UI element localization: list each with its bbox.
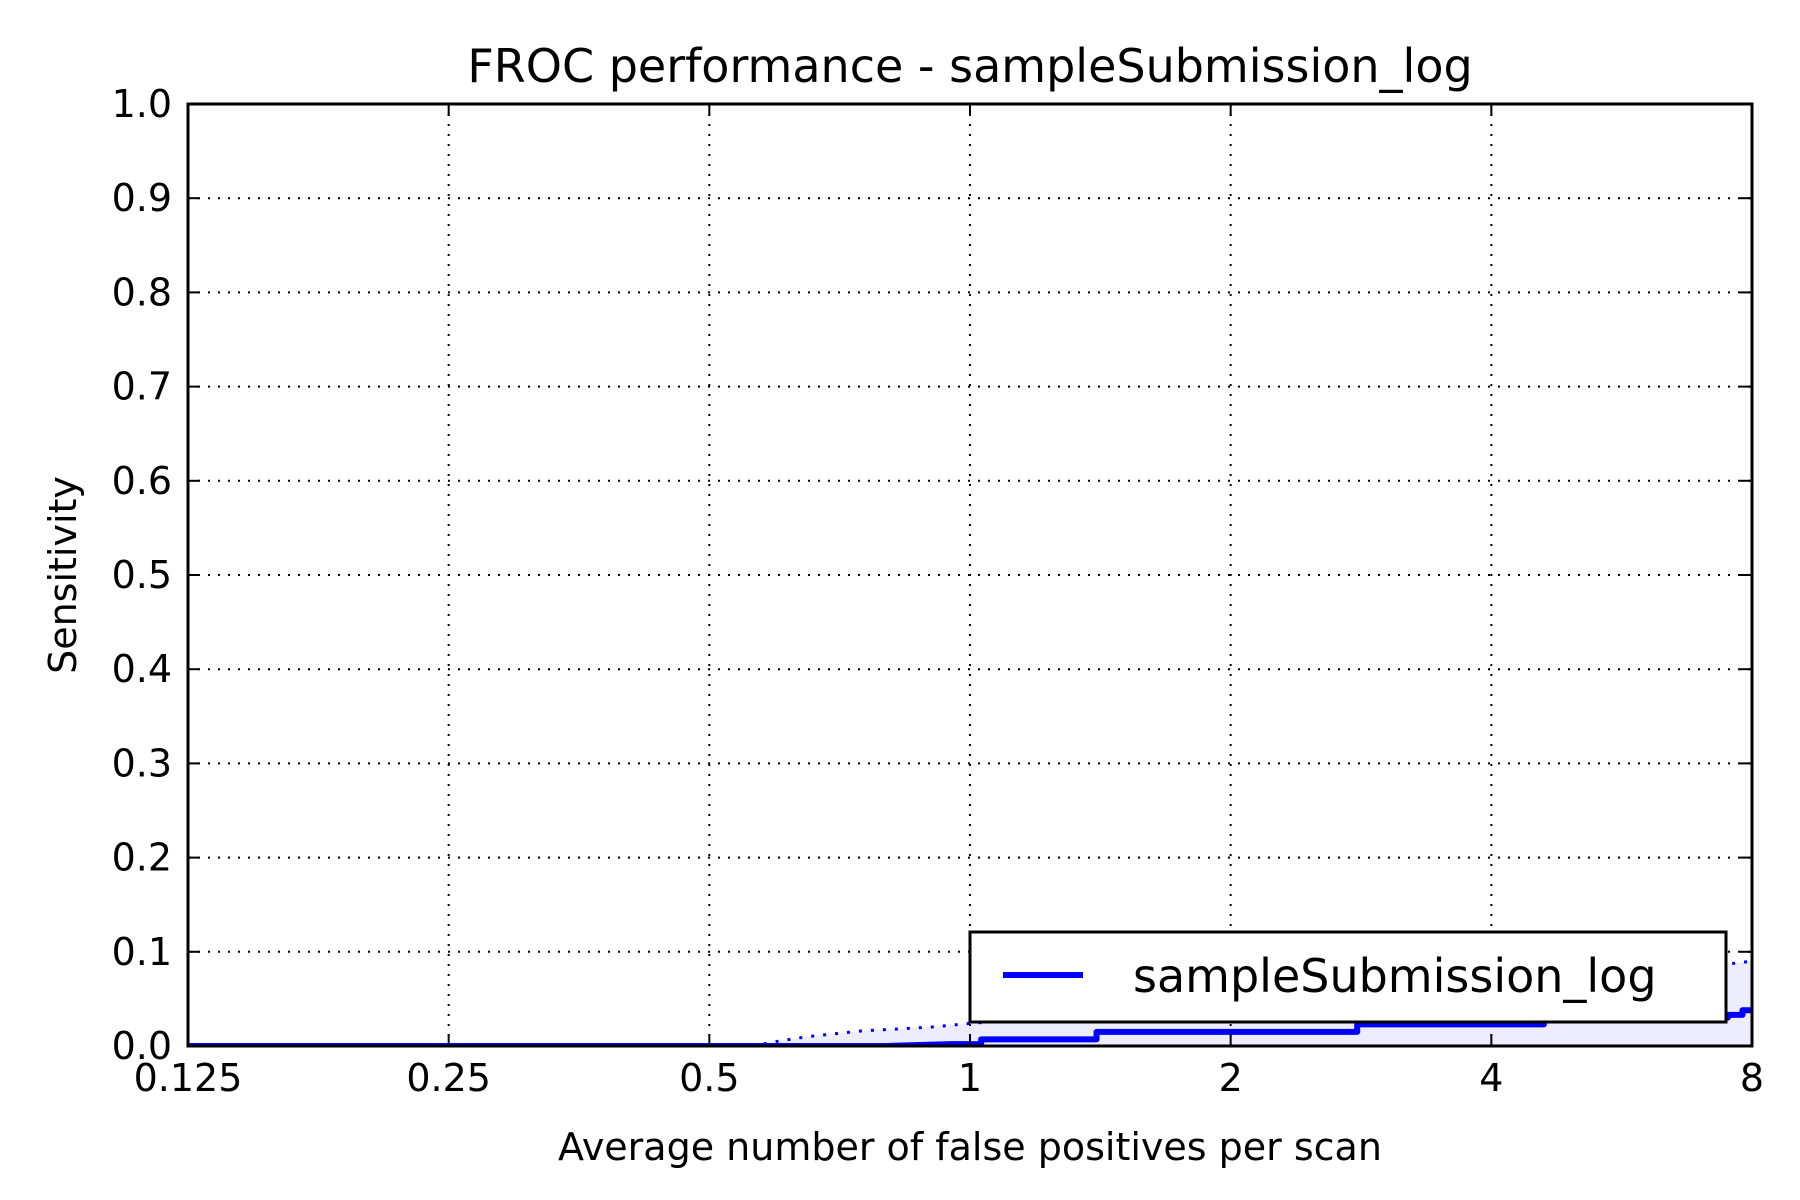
x-axis-label: Average number of false positives per sc… bbox=[558, 1125, 1382, 1169]
x-tick-label: 4 bbox=[1479, 1056, 1503, 1100]
y-tick-label: 0.6 bbox=[112, 459, 172, 503]
y-tick-label: 1.0 bbox=[112, 82, 172, 126]
y-tick-label: 0.2 bbox=[112, 836, 172, 880]
y-tick-label: 0.0 bbox=[112, 1024, 172, 1068]
x-tick-label: 0.125 bbox=[134, 1056, 243, 1100]
x-tick-label: 0.5 bbox=[679, 1056, 739, 1100]
y-axis-label: Sensitivity bbox=[41, 476, 85, 674]
y-tick-label: 0.9 bbox=[112, 176, 172, 220]
y-tick-label: 0.1 bbox=[112, 930, 172, 974]
y-tick-label: 0.4 bbox=[112, 647, 172, 691]
y-tick-label: 0.8 bbox=[112, 270, 172, 314]
legend-box bbox=[968, 930, 1728, 1024]
axis-ticks: 0.125 0.25 0.5 1 2 4 8 0.0 0.1 0.2 0.3 0.4 0.5 0.6 0.7… bbox=[112, 82, 1765, 1100]
y-tick-label: 0.7 bbox=[112, 365, 172, 409]
x-tick-label: 0.25 bbox=[406, 1056, 491, 1100]
y-tick-label: 0.3 bbox=[112, 741, 172, 785]
series-line bbox=[188, 1007, 1752, 1046]
legend-entry-label: sampleSubmission_log bbox=[1133, 949, 1657, 1003]
y-tick-label: 0.5 bbox=[112, 553, 172, 597]
legend: sampleSubmission_log bbox=[968, 930, 1728, 1024]
x-tick-label: 8 bbox=[1740, 1056, 1764, 1100]
chart-title: FROC performance - sampleSubmission_log bbox=[467, 39, 1472, 93]
x-tick-label: 2 bbox=[1219, 1056, 1243, 1100]
series-lines bbox=[188, 1007, 1752, 1046]
x-tick-label: 1 bbox=[958, 1056, 982, 1100]
